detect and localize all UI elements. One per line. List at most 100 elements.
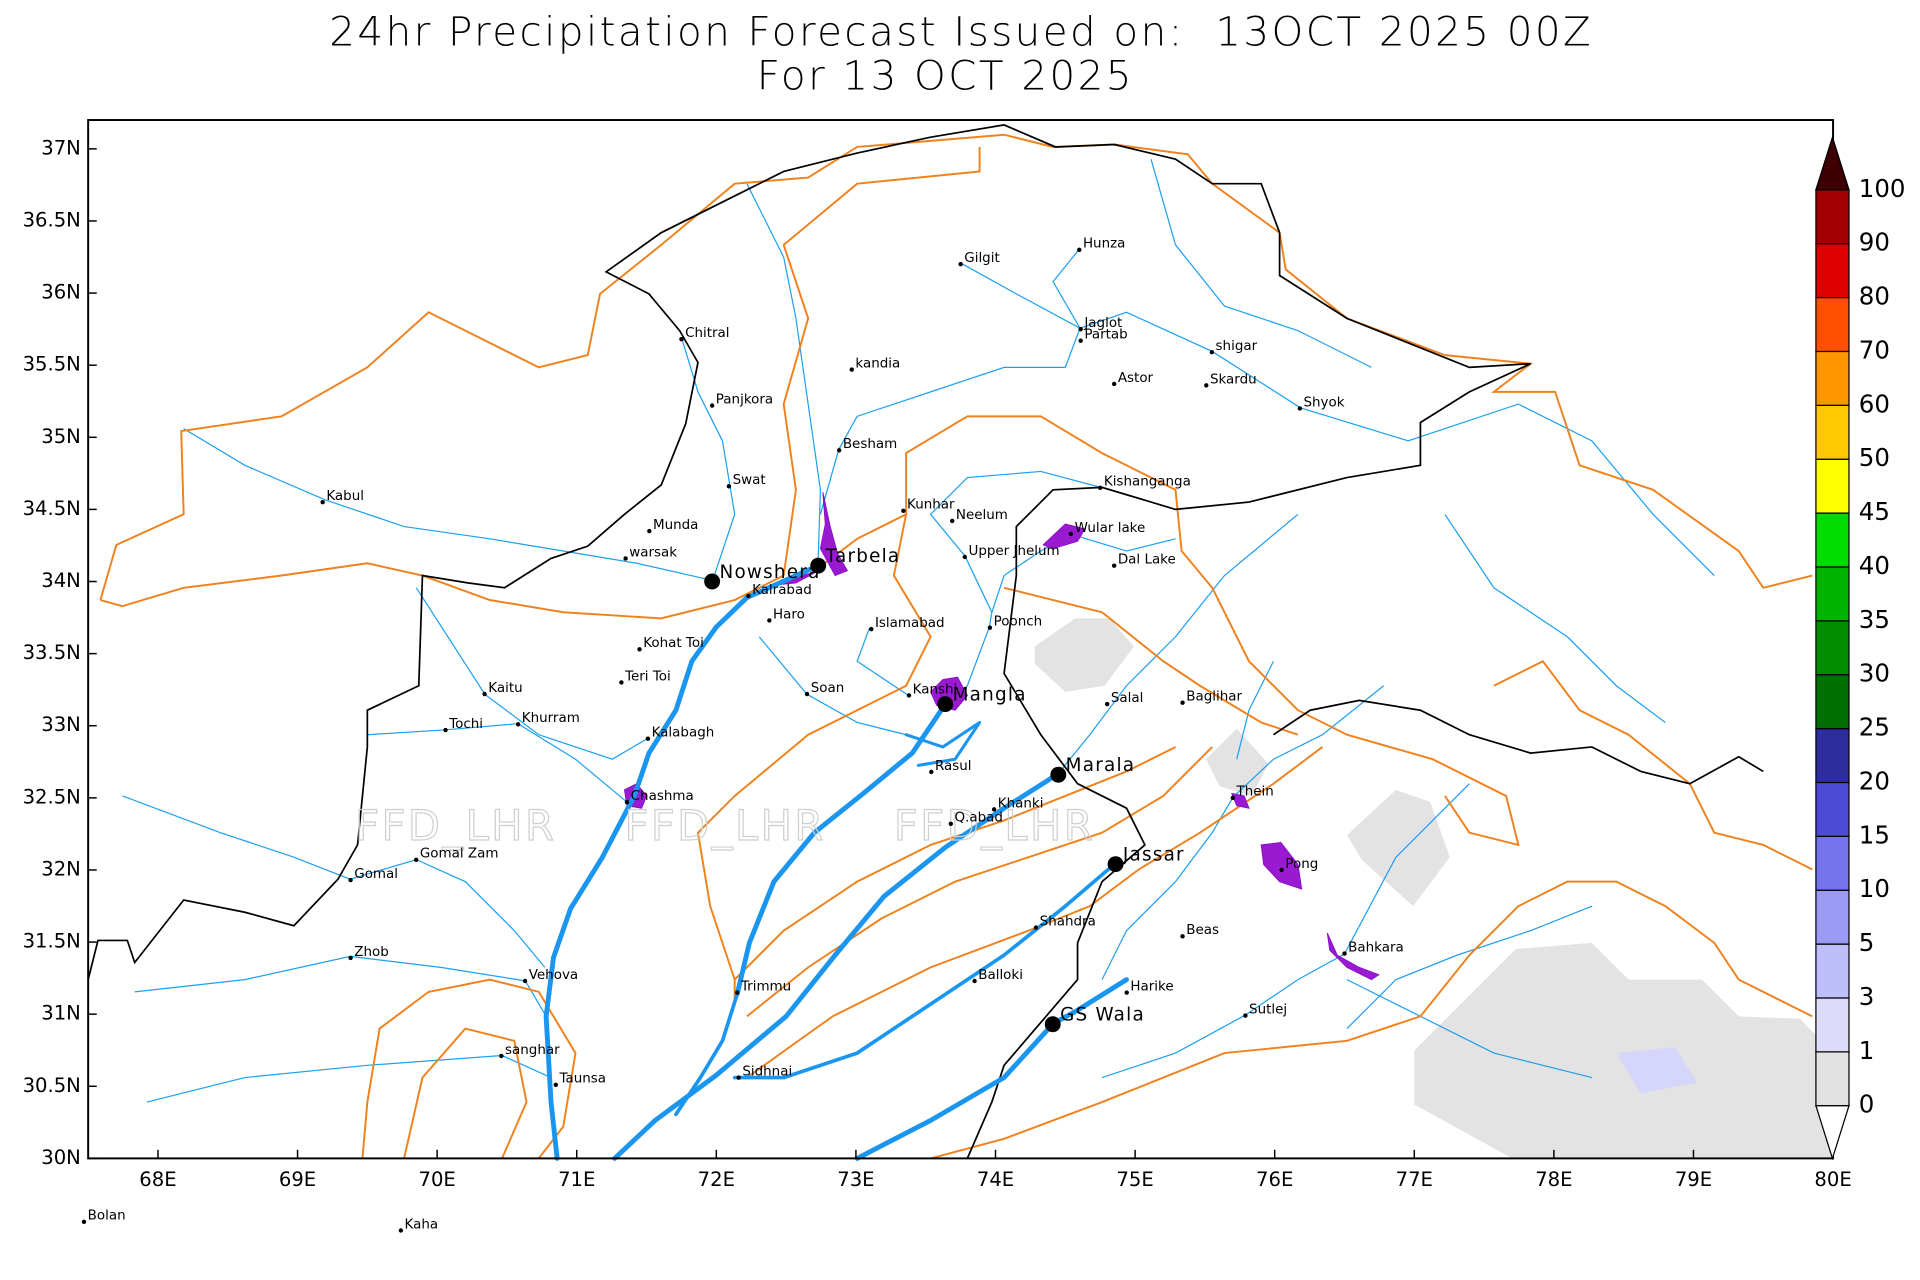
- place-marker: [414, 857, 419, 863]
- place-label: Baglihar: [1186, 690, 1242, 705]
- place-label: Neelum: [956, 508, 1008, 523]
- place-marker: [735, 990, 740, 995]
- place-marker: [1209, 350, 1215, 355]
- place-label: kandia: [855, 356, 900, 371]
- place-label: Q.abad: [955, 811, 1003, 826]
- place-label: Poonch: [994, 615, 1043, 630]
- colorbar-box: [1815, 889, 1850, 945]
- place-label: Sidhnai: [742, 1065, 792, 1080]
- basin-line: [1493, 660, 1813, 871]
- border: [1272, 699, 1764, 785]
- place-label: Jaglot: [1083, 316, 1122, 331]
- basin-line: [930, 880, 1813, 1160]
- place-label: Soan: [811, 681, 845, 696]
- y-tick-label: 32N: [41, 857, 81, 880]
- rain-area: [1616, 1046, 1698, 1094]
- place-marker: [726, 484, 732, 489]
- river: [746, 183, 822, 566]
- x-tick-label: 70E: [418, 1168, 455, 1191]
- place-label: Swat: [733, 473, 766, 488]
- x-tick-label: 71E: [558, 1168, 595, 1191]
- place-label: Marala: [1066, 755, 1136, 776]
- place-label: GS Wala: [1060, 1005, 1145, 1026]
- colorbar-label: 0: [1859, 1090, 1875, 1119]
- borders: [87, 124, 1764, 1159]
- river: [146, 1054, 552, 1103]
- place-label: Shahdra: [1040, 915, 1096, 930]
- x-tick-label: 74E: [977, 1168, 1014, 1191]
- y-tick-label: 35N: [41, 425, 81, 448]
- colorbar-box: [1815, 350, 1850, 406]
- place-marker: [1098, 485, 1103, 490]
- basin-line: [100, 146, 981, 620]
- river: [1101, 685, 1385, 980]
- river: [122, 795, 546, 968]
- place-marker: [1180, 700, 1185, 705]
- river: [183, 428, 713, 582]
- colorbar-box: [1815, 943, 1850, 999]
- place-marker: [1078, 326, 1083, 332]
- place-marker: [348, 955, 353, 961]
- place-label: Khanki: [998, 796, 1044, 811]
- place-marker: [991, 807, 997, 812]
- place-label: Nowshera: [719, 562, 820, 583]
- place-label: Kaha: [405, 1217, 439, 1232]
- river: [856, 627, 909, 697]
- place-label: Vehova: [529, 968, 578, 983]
- colorbar-box: [1815, 835, 1850, 891]
- lake: [1326, 932, 1380, 981]
- y-tick-label: 32.5N: [23, 785, 81, 808]
- dam-marker: [1050, 766, 1067, 783]
- basin-line: [696, 514, 932, 1005]
- place-marker: [1230, 795, 1236, 801]
- colorbar-label: 80: [1859, 282, 1890, 311]
- place-label: Chitral: [685, 326, 729, 341]
- place-label: Partab: [1084, 328, 1127, 343]
- lake: [1231, 792, 1250, 809]
- colorbar-box: [1815, 781, 1850, 837]
- place-label: Chashma: [631, 789, 694, 804]
- x-tick-label: 79E: [1675, 1168, 1712, 1191]
- dam-marker: [704, 573, 721, 590]
- colorbar-box: [1815, 566, 1850, 622]
- x-tick-label: 73E: [837, 1168, 874, 1191]
- place-label: Dal Lake: [1118, 553, 1176, 568]
- colorbar-label: 10: [1859, 874, 1890, 903]
- place-label: Tochi: [448, 717, 483, 732]
- colorbar-label: 30: [1859, 659, 1890, 688]
- river: [1057, 513, 1299, 775]
- place-marker: [1111, 381, 1117, 387]
- colorbar-label: 90: [1859, 228, 1890, 257]
- colorbar-box: [1815, 512, 1850, 568]
- river: [1346, 979, 1592, 1079]
- place-label: Taunsa: [558, 1072, 606, 1087]
- basin-line: [99, 133, 1813, 601]
- place-marker: [1279, 867, 1284, 873]
- colorbar-label: 15: [1859, 820, 1890, 849]
- place-label: Bolan: [88, 1209, 126, 1224]
- place-marker: [624, 799, 630, 805]
- x-tick-label: 68E: [139, 1168, 176, 1191]
- main-river: [732, 861, 1118, 1080]
- y-tick-label: 31.5N: [23, 930, 81, 953]
- dam-marker: [1107, 856, 1124, 873]
- colorbar-label: 50: [1859, 443, 1890, 472]
- place-label: Khurram: [522, 711, 580, 726]
- place-label: Jassar: [1122, 845, 1185, 866]
- x-tick-label: 80E: [1814, 1168, 1851, 1191]
- colorbar-under: [1815, 1105, 1850, 1161]
- river: [367, 723, 628, 803]
- place-label: Harike: [1130, 979, 1173, 994]
- place-marker: [1111, 563, 1117, 568]
- place-label: Panjkora: [716, 392, 773, 407]
- place-marker: [948, 821, 954, 827]
- rivers: [122, 159, 1715, 1103]
- colorbar-box: [1815, 674, 1850, 730]
- place-label: warsak: [629, 545, 677, 560]
- place-marker: [1078, 338, 1083, 343]
- place-label: Pong: [1285, 857, 1318, 872]
- place-label: Skardu: [1210, 372, 1257, 387]
- river: [1101, 783, 1470, 1079]
- colorbar-label: 3: [1859, 982, 1875, 1011]
